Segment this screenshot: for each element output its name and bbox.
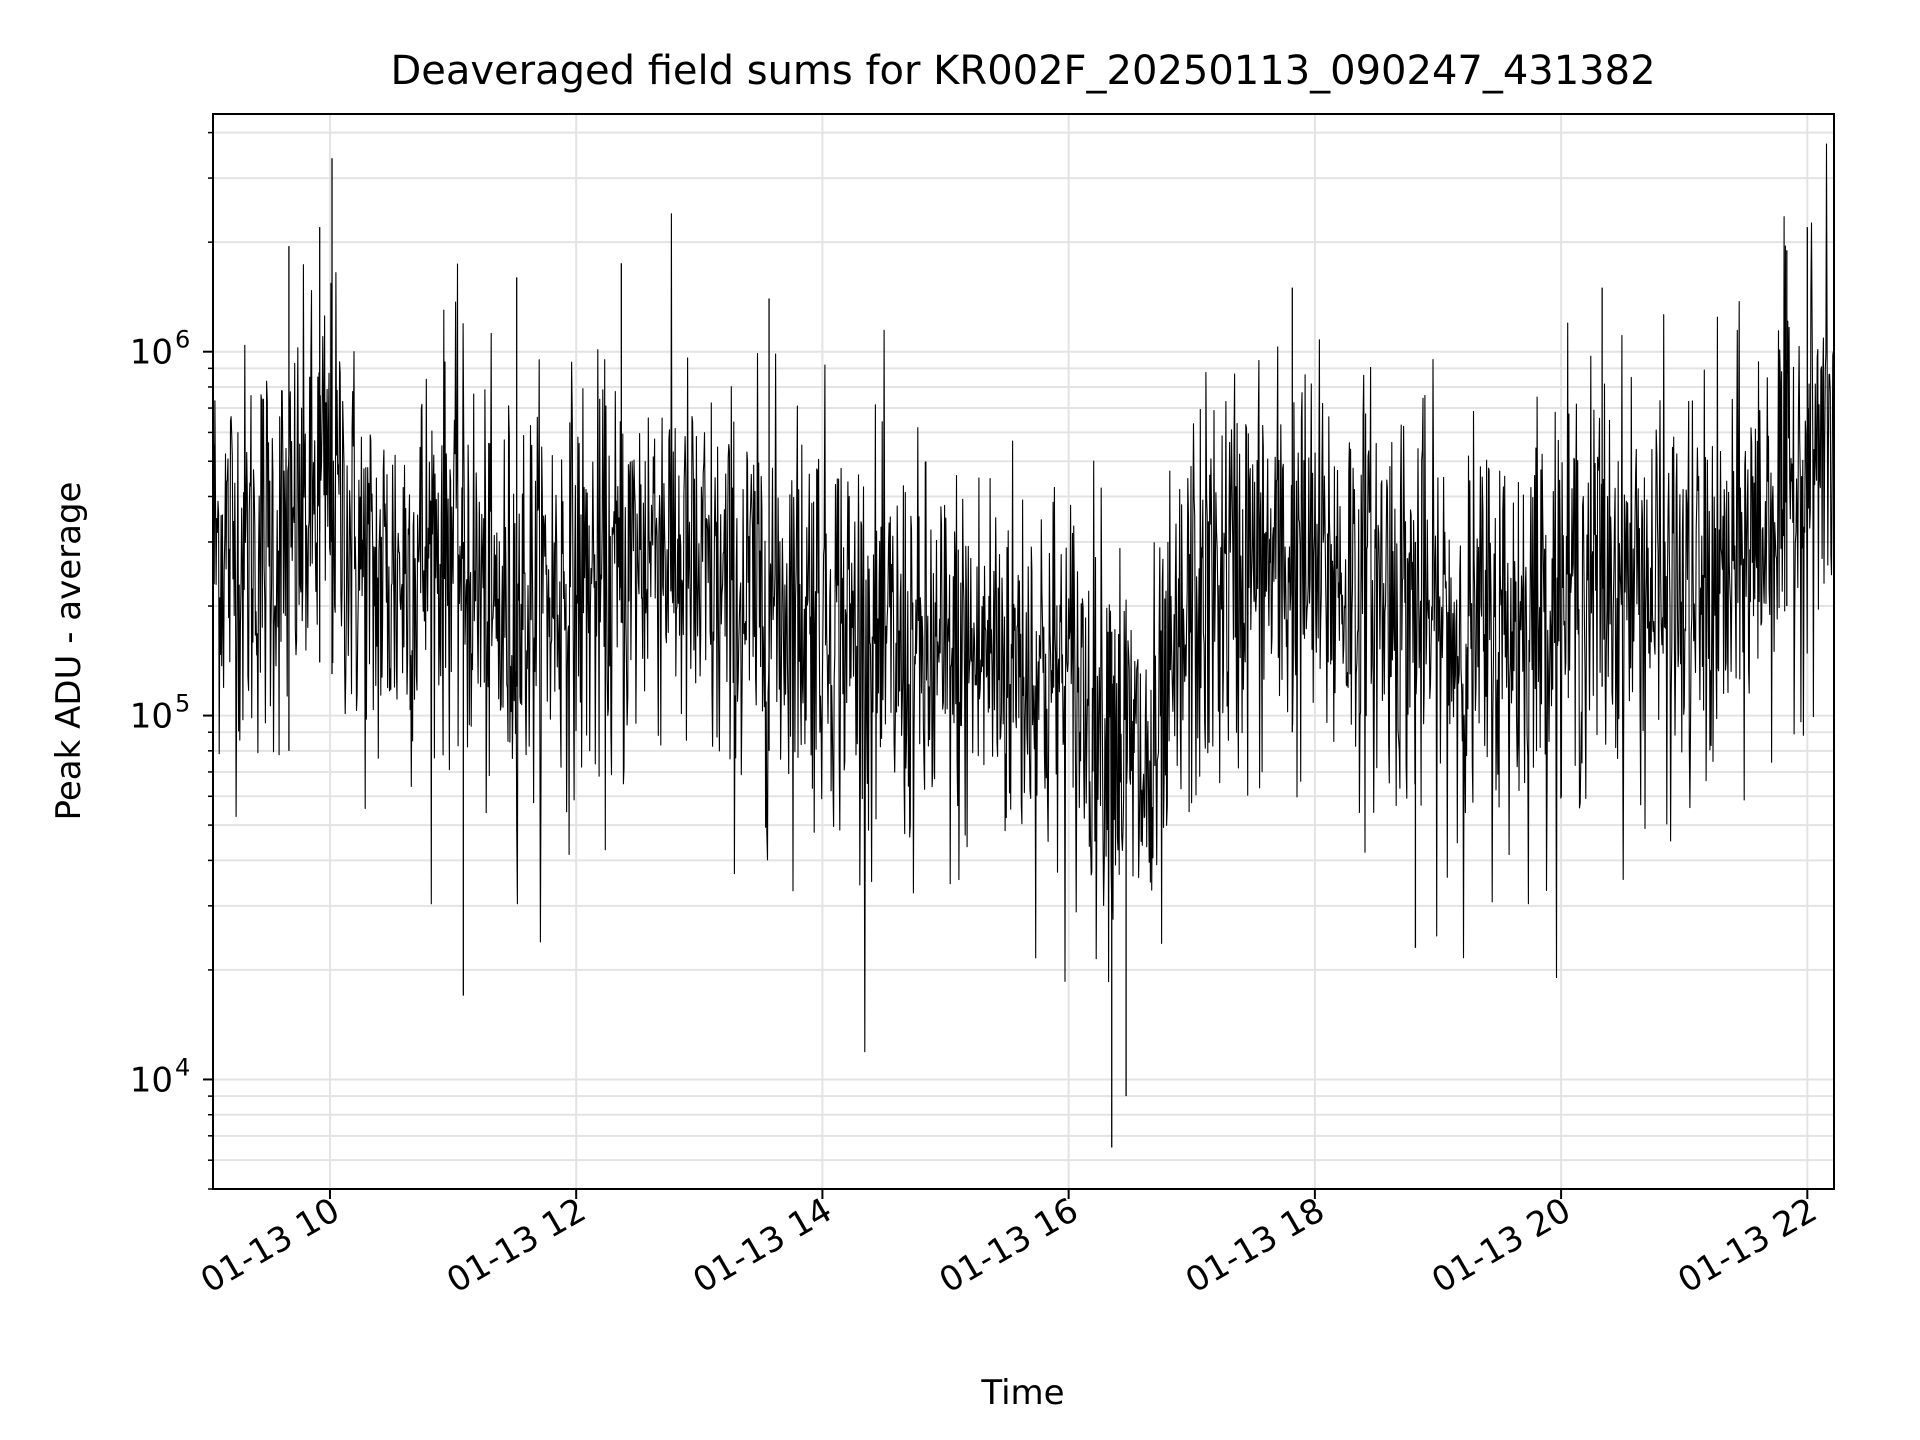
series-layer	[212, 143, 1835, 1148]
y-tick-exponent: 5	[175, 690, 190, 718]
ticks: 01-13 10 01-13 12 01-13 14 01-13 16 01-13 18…	[130, 131, 1824, 1301]
x-tick-label: 01-13 12	[440, 1190, 592, 1301]
x-tick-label: 01-13 18	[1179, 1190, 1331, 1301]
y-tick-label: 10	[130, 697, 173, 737]
grid	[213, 114, 1834, 1190]
plot-frame	[212, 113, 1835, 1190]
x-axis-label: Time	[980, 1373, 1064, 1413]
x-tick-label: 01-13 16	[933, 1190, 1085, 1301]
y-tick-label: 10	[130, 333, 173, 373]
x-tick-label: 01-13 20	[1425, 1190, 1577, 1301]
data-series-line	[212, 143, 1835, 1053]
x-tick-label: 01-13 10	[194, 1190, 346, 1301]
chart-title: Deaveraged field sums for KR002F_2025011…	[390, 48, 1655, 94]
y-tick-label: 10	[130, 1060, 173, 1100]
x-tick-label: 01-13 22	[1671, 1190, 1823, 1301]
y-tick-exponent: 6	[175, 326, 190, 354]
x-tick-label: 01-13 14	[687, 1190, 839, 1301]
y-axis-label: Peak ADU - average	[49, 482, 89, 821]
y-tick-exponent: 4	[175, 1053, 190, 1081]
